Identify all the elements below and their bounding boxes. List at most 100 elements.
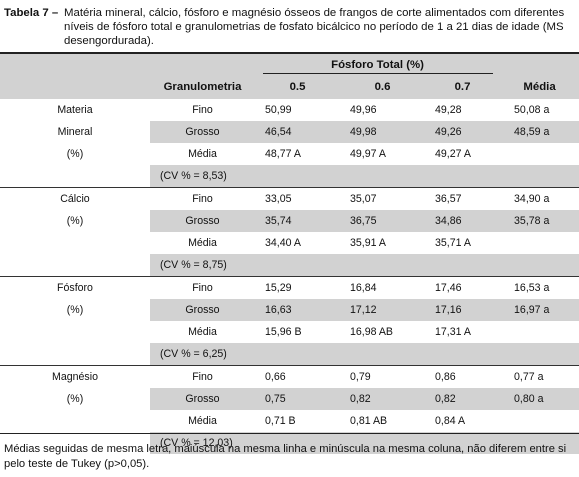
- value-cell: 17,31 A: [435, 326, 471, 338]
- parameter-label: (%): [66, 215, 84, 227]
- table-bottom-rule: [0, 433, 579, 434]
- media-header: Média: [523, 80, 556, 93]
- table-row: Materia Fino 50,99 49,96 49,28 50,08 a: [0, 99, 579, 121]
- table-footnote: Médias seguidas de mesma letra, maiúscul…: [4, 443, 567, 470]
- parameter-label: (%): [66, 393, 84, 405]
- value-cell: 0,79: [340, 365, 425, 388]
- value-cell: 17,12: [340, 299, 425, 321]
- table-row: Média 34,40 A 35,91 A 35,71 A: [0, 232, 579, 254]
- value-cell: 16,63: [255, 299, 340, 321]
- value-cell: 35,71 A: [435, 237, 471, 249]
- media-cell: [500, 143, 579, 165]
- parameter-label: (%): [66, 304, 84, 316]
- table-body: Materia Fino 50,99 49,96 49,28 50,08 a Mineral…: [0, 99, 579, 454]
- cv-cell: (CV % = 8,53): [150, 165, 579, 188]
- granulometria-cell: Média: [188, 148, 217, 160]
- table-row: Mineral Grosso 46,54 49,98 49,26 48,59 a: [0, 121, 579, 143]
- value-cell: 0,75: [255, 388, 340, 410]
- value-cell: 49,26: [425, 121, 501, 143]
- table-row: Média 0,71 B 0,81 AB 0,84 A: [0, 410, 579, 432]
- cv-row: (CV % = 8,53): [0, 165, 579, 188]
- value-cell: 49,96: [350, 104, 377, 116]
- value-cell: 0,82: [425, 388, 501, 410]
- value-cell: 34,40 A: [265, 237, 301, 249]
- parameter-label: [0, 232, 150, 254]
- parameter-label: [0, 165, 150, 188]
- media-cell: 16,53 a: [500, 276, 579, 299]
- parameter-label: Magnésio: [0, 365, 150, 388]
- cv-row: (CV % = 8,75): [0, 254, 579, 277]
- value-cell: 15,96 B: [265, 326, 302, 338]
- phosphorus-group-header: Fósforo Total (%): [255, 54, 500, 74]
- group-underline: [262, 73, 493, 74]
- table-row: (%) Grosso 35,74 36,75 34,86 35,78 a: [0, 210, 579, 232]
- table-row: (%) Média 48,77 A 49,97 A 49,27 A: [0, 143, 579, 165]
- cv-cell: (CV % = 12,03): [150, 432, 579, 454]
- media-cell: 35,78 a: [500, 210, 579, 232]
- value-cell: 34,86: [425, 210, 501, 232]
- value-cell: 49,27 A: [435, 148, 471, 160]
- caption-label: Tabela 7 –: [4, 7, 59, 19]
- media-cell: 0,80 a: [500, 388, 579, 410]
- granulometria-cell: Fino: [150, 187, 255, 210]
- cv-row: (CV % = 12,03): [0, 432, 579, 454]
- parameter-label: [0, 254, 150, 277]
- granulometria-header: Granulometria: [163, 80, 242, 93]
- table-row: Fósforo Fino 15,29 16,84 17,46 16,53 a: [0, 276, 579, 299]
- media-cell: 34,90 a: [500, 187, 579, 210]
- value-cell: 46,54: [255, 121, 340, 143]
- value-cell: 15,29: [255, 276, 340, 299]
- value-cell: 17,16: [425, 299, 501, 321]
- cv-cell: (CV % = 8,75): [150, 254, 579, 277]
- parameter-label: [0, 343, 150, 366]
- cv-row: (CV % = 6,25): [0, 343, 579, 366]
- value-cell: 0,66: [255, 365, 340, 388]
- value-cell: 16,98 AB: [350, 326, 394, 338]
- value-cell: 0,86: [425, 365, 501, 388]
- table-row: Média 15,96 B 16,98 AB 17,31 A: [0, 321, 579, 343]
- granulometria-cell: Média: [188, 326, 217, 338]
- level-header-0.5: 0.5: [289, 80, 306, 93]
- data-table: Fósforo Total (%) Granulometria 0.5 0.6 …: [0, 54, 579, 454]
- parameter-label: (%): [66, 148, 84, 160]
- granulometria-cell: Fino: [192, 104, 213, 116]
- value-cell: 36,75: [340, 210, 425, 232]
- granulometria-cell: Grosso: [150, 388, 255, 410]
- media-cell: 48,59 a: [500, 121, 579, 143]
- granulometria-cell: Fino: [150, 365, 255, 388]
- value-cell: 48,77 A: [265, 148, 301, 160]
- table-row: Magnésio Fino 0,66 0,79 0,86 0,77 a: [0, 365, 579, 388]
- value-cell: 35,91 A: [350, 237, 386, 249]
- parameter-label: Fósforo: [0, 276, 150, 299]
- value-cell: 33,05: [255, 187, 340, 210]
- table-header: Fósforo Total (%) Granulometria 0.5 0.6 …: [0, 54, 579, 99]
- value-cell: 0,81 AB: [350, 415, 388, 427]
- media-cell: 50,08 a: [514, 104, 550, 116]
- value-cell: 49,28: [435, 104, 462, 116]
- value-cell: 49,98: [340, 121, 425, 143]
- parameter-label: Mineral: [57, 126, 93, 138]
- media-cell: [500, 321, 579, 343]
- granulometria-cell: Grosso: [150, 121, 255, 143]
- parameter-label: [0, 410, 150, 432]
- granulometria-cell: Grosso: [150, 299, 255, 321]
- value-cell: 0,84 A: [435, 415, 466, 427]
- value-cell: 36,57: [425, 187, 501, 210]
- media-cell: [500, 232, 579, 254]
- level-header-0.7: 0.7: [454, 80, 471, 93]
- table-top-rule: [0, 52, 579, 54]
- granulometria-cell: Média: [188, 237, 217, 249]
- cv-cell: (CV % = 6,25): [150, 343, 579, 366]
- table-row: Cálcio Fino 33,05 35,07 36,57 34,90 a: [0, 187, 579, 210]
- value-cell: 16,84: [340, 276, 425, 299]
- media-cell: [500, 410, 579, 432]
- value-cell: 0,71 B: [265, 415, 296, 427]
- caption-text: Matéria mineral, cálcio, fósforo e magné…: [64, 7, 565, 47]
- value-cell: 0,82: [340, 388, 425, 410]
- value-cell: 49,97 A: [350, 148, 386, 160]
- parameter-label: Materia: [57, 104, 93, 116]
- media-cell: 16,97 a: [500, 299, 579, 321]
- granulometria-cell: Média: [188, 415, 217, 427]
- granulometria-cell: Grosso: [150, 210, 255, 232]
- parameter-label: [0, 321, 150, 343]
